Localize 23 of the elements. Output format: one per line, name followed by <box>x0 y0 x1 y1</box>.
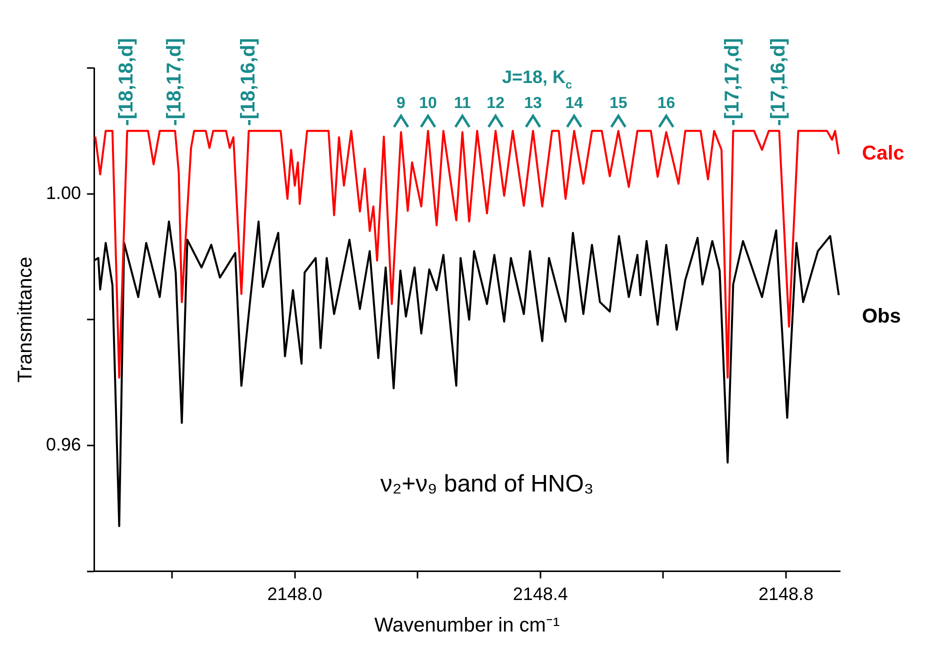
annotation: 16 <box>657 95 676 112</box>
series-label: Calc <box>862 142 904 165</box>
annotation: -[17,17,d] <box>722 38 744 126</box>
annotation: 9 <box>396 95 406 112</box>
annotation: 12 <box>486 94 505 112</box>
annotation: 10 <box>419 94 438 112</box>
annotation: -[18,18,d] <box>116 38 138 126</box>
annotation: -[17,16,d] <box>768 38 790 126</box>
y-axis-title: Transmittance <box>14 256 37 383</box>
x-tick-label: 2148.8 <box>758 584 814 604</box>
y-tick-label: 1.00 <box>46 182 82 203</box>
annotation: 11 <box>454 95 471 112</box>
annotation: 13 <box>524 94 542 112</box>
annotation: -[18,16,d] <box>237 38 260 126</box>
x-axis-title: Wavenumber in cm⁻¹ <box>374 614 560 637</box>
annotation: ν₂+ν₉ band of HNO₃ <box>380 470 594 498</box>
annotation: -[18,17,d] <box>164 38 186 126</box>
x-tick-label: 2148.4 <box>512 584 568 604</box>
annotation: 15 <box>609 94 628 112</box>
series-label: Obs <box>862 306 901 328</box>
annotation: 14 <box>565 94 584 112</box>
x-tick-label: 2148.0 <box>267 584 322 604</box>
y-tick-label: 0.96 <box>46 434 82 455</box>
